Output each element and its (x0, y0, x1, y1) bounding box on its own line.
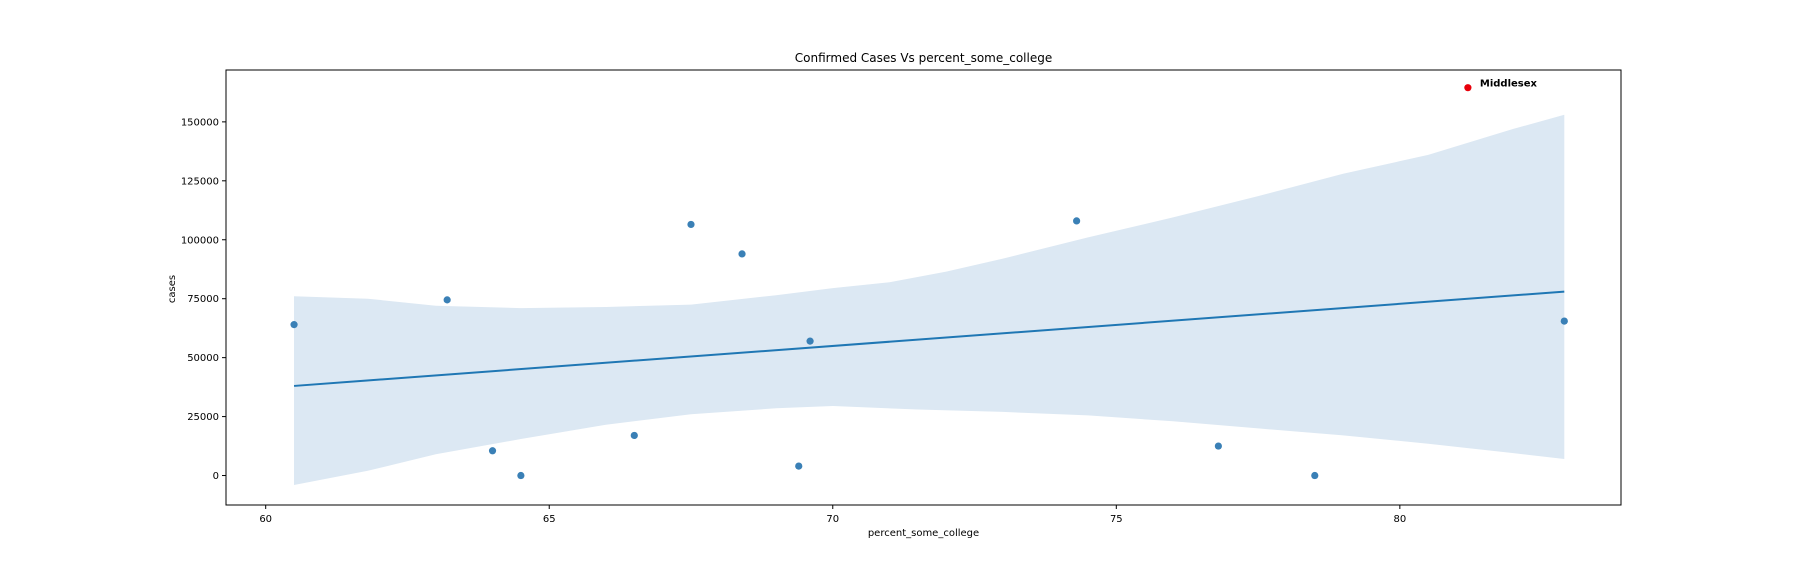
x-tick-label: 75 (1110, 514, 1123, 525)
y-tick-label: 100000 (181, 235, 219, 246)
regression-line (293, 290, 1565, 387)
y-axis-title: cases (167, 275, 178, 303)
data-point (517, 471, 525, 480)
y-tick-label: 50000 (187, 353, 219, 364)
data-point (290, 321, 298, 329)
y-tick-label: 150000 (181, 117, 219, 128)
data-point (1311, 471, 1319, 480)
plot-area: Middlesex 60 65 70 75 80 0 25000 50000 75000 10000… (181, 69, 1622, 525)
data-point (630, 431, 638, 440)
x-axis-title: percent_some_college (868, 528, 979, 539)
data-point (738, 250, 746, 258)
data-point (795, 462, 803, 470)
data-point (1214, 442, 1222, 450)
data-point (687, 220, 695, 229)
y-tick-label: 25000 (187, 412, 219, 423)
data-point (488, 447, 497, 455)
data-point (1073, 217, 1081, 225)
x-tick-label: 80 (1393, 514, 1406, 525)
confidence-band (294, 114, 1565, 486)
chart-title: Confirmed Cases Vs percent_some_college (795, 51, 1052, 65)
x-tick-label: 60 (259, 514, 272, 525)
highlight-label: Middlesex (1480, 79, 1538, 90)
x-tick-label: 70 (826, 514, 839, 525)
x-tick-label: 65 (543, 514, 556, 525)
highlight-point (1464, 84, 1472, 92)
y-tick-label: 125000 (181, 176, 219, 187)
data-point (1560, 317, 1568, 325)
y-tick-label: 75000 (187, 294, 219, 305)
y-tick-label: 0 (213, 471, 219, 482)
data-point (443, 296, 451, 304)
data-point (806, 337, 814, 345)
plot-frame (225, 69, 1622, 506)
